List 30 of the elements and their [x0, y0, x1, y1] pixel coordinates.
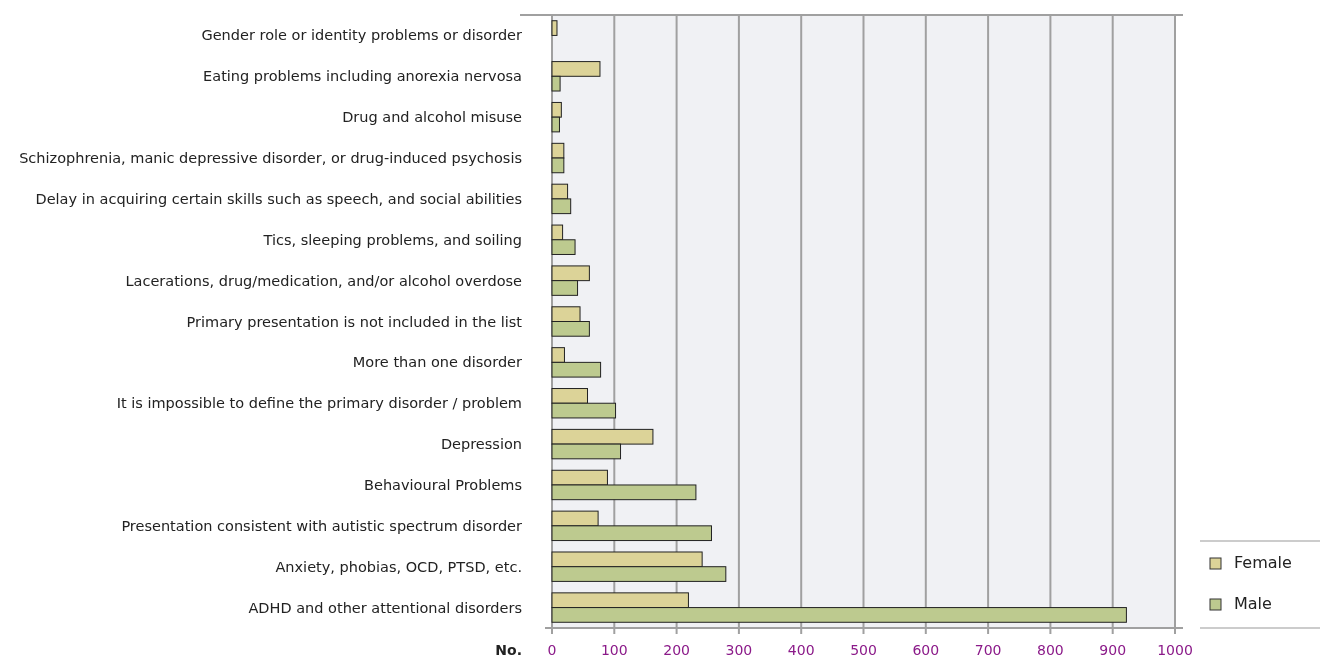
x-axis-title: No.: [495, 642, 522, 658]
x-tick-label: 200: [663, 642, 690, 658]
x-tick-label: 400: [787, 642, 815, 658]
y-tick-label: Drug and alcohol misuse: [342, 109, 523, 126]
y-tick-label: Gender role or identity problems or disorder: [201, 27, 523, 44]
x-tick-label: 300: [725, 642, 753, 658]
legend-label: Male: [1234, 594, 1272, 613]
x-tick-label: 700: [974, 642, 1002, 658]
x-tick-label: 1000: [1157, 642, 1193, 658]
y-tick-label: Schizophrenia, manic depressive disorder, or drug-induced psychosis: [19, 150, 522, 167]
y-tick-label: Anxiety, phobias, OCD, PTSD, etc.: [275, 558, 522, 575]
legend-label: Female: [1234, 553, 1292, 572]
x-tick-label: 0: [547, 642, 557, 658]
x-tick-label: 800: [1037, 642, 1064, 658]
bar: [551, 20, 558, 36]
x-tick-label: 100: [600, 642, 628, 658]
y-tick-label: Eating problems including anorexia nervosa: [203, 68, 522, 85]
y-tick-label: More than one disorder: [352, 354, 523, 371]
y-tick-label: Primary presentation is not included in the list: [186, 313, 523, 330]
x-tick-label: 500: [850, 642, 877, 658]
y-tick-label: ADHD and other attentional disorders: [248, 599, 522, 616]
y-tick-label: Lacerations, drug/medication, and/or alcohol overdose: [125, 272, 523, 289]
y-tick-label: Depression: [440, 436, 522, 453]
y-tick-label: It is impossible to define the primary disorder / problem: [116, 395, 522, 412]
x-tick-label: 600: [912, 642, 940, 658]
y-tick-label: Behavioural Problems: [364, 476, 522, 493]
y-tick-label: Presentation consistent with autistic spectrum disorder: [121, 517, 523, 534]
y-tick-label: Tics, sleeping problems, and soiling: [262, 231, 522, 248]
y-tick-label: Delay in acquiring certain skills such as speech, and social abilities: [35, 190, 522, 207]
x-tick-label: 900: [1099, 642, 1127, 658]
